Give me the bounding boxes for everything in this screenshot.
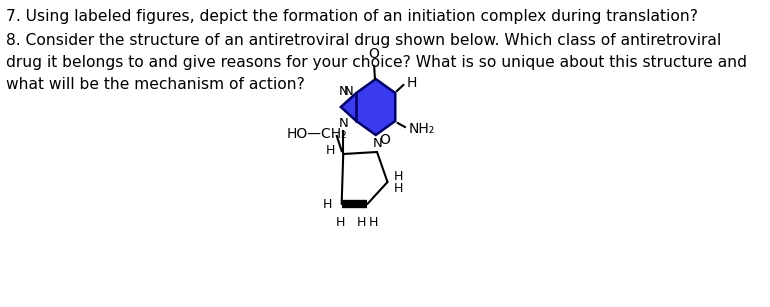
Text: what will be the mechanism of action?: what will be the mechanism of action? [6, 77, 306, 92]
Text: drug it belongs to and give reasons for your choice? What is so unique about thi: drug it belongs to and give reasons for … [6, 55, 748, 70]
Text: N: N [373, 137, 382, 150]
Text: H: H [336, 216, 345, 229]
Text: 8. Consider the structure of an antiretroviral drug shown below. Which class of : 8. Consider the structure of an antiretr… [6, 33, 721, 48]
Text: H: H [323, 198, 332, 211]
Polygon shape [341, 79, 395, 135]
Text: HO—CH₂: HO—CH₂ [287, 127, 347, 141]
Text: O: O [369, 47, 380, 61]
Text: N: N [338, 116, 348, 130]
Text: N: N [338, 84, 348, 98]
Text: O: O [380, 133, 390, 147]
Text: NH₂: NH₂ [408, 122, 434, 136]
Text: H: H [357, 216, 366, 229]
Text: 7. Using labeled figures, depict the formation of an initiation complex during t: 7. Using labeled figures, depict the for… [6, 9, 698, 24]
Text: H: H [394, 169, 403, 182]
Text: H: H [326, 143, 335, 157]
Text: H: H [394, 181, 403, 195]
Text: H: H [407, 76, 417, 90]
Text: H: H [369, 216, 379, 229]
Text: N: N [344, 84, 354, 98]
